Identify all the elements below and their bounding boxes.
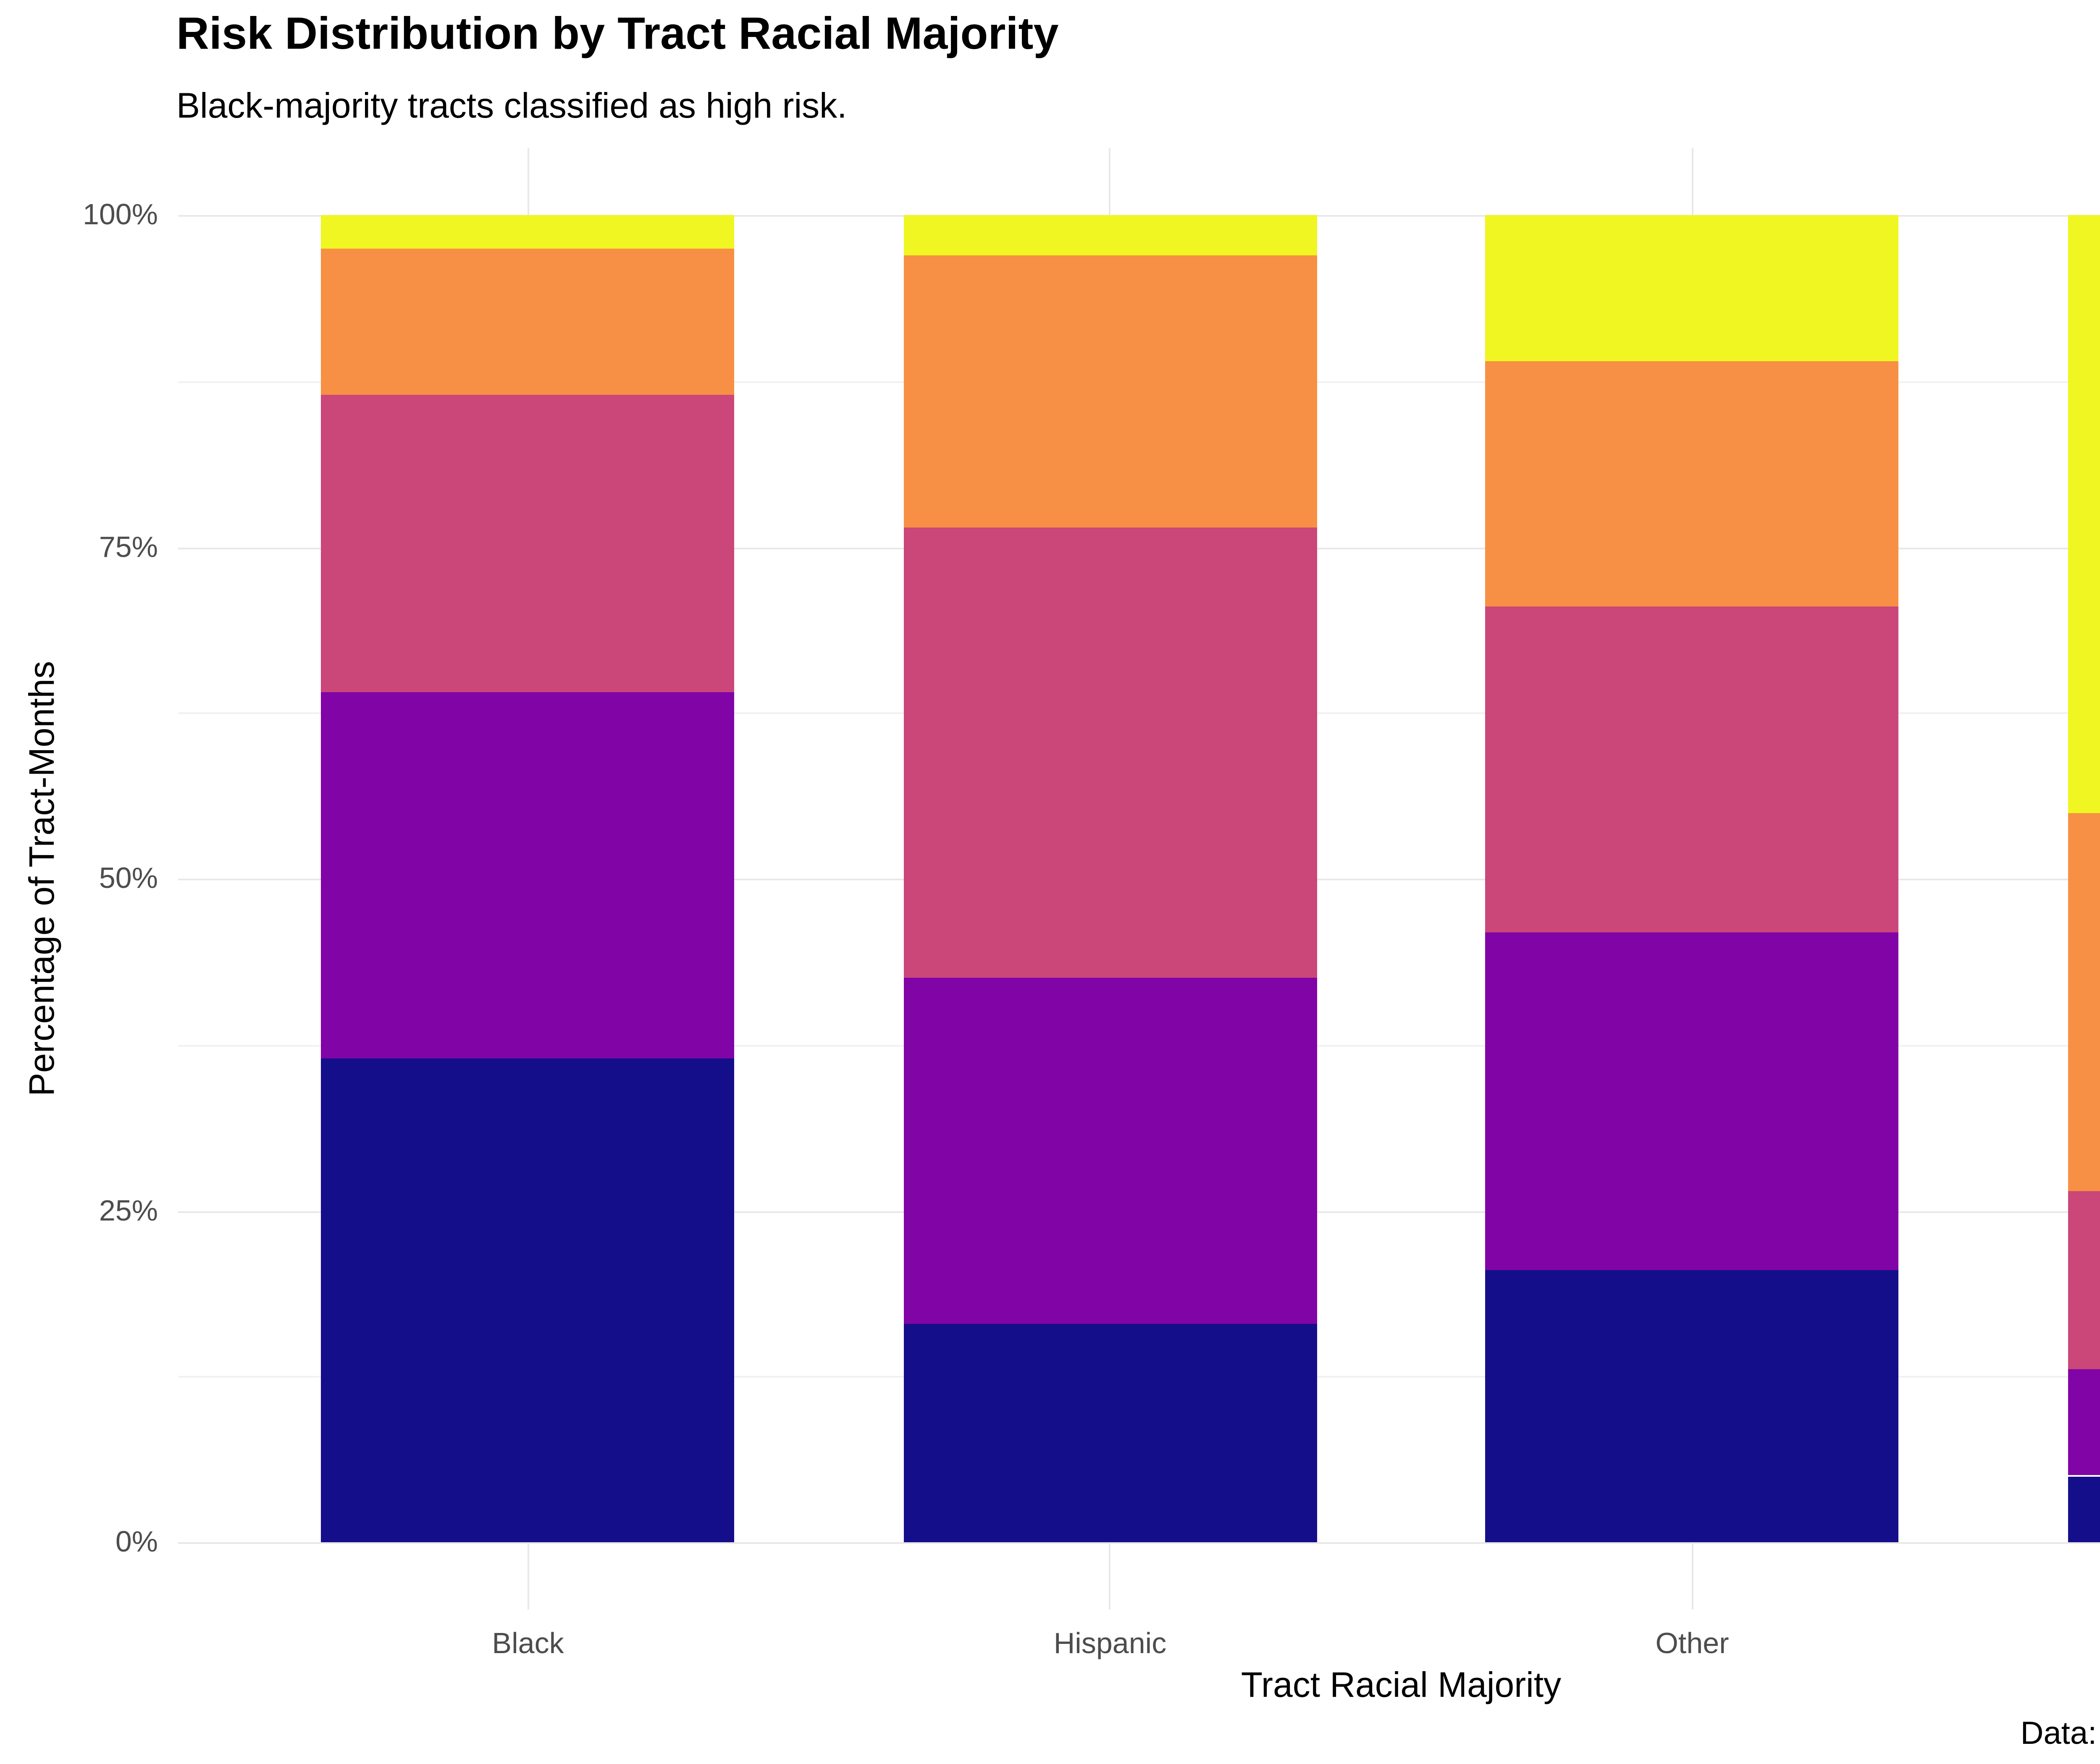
bar-segment-black-highest-risk [321, 1058, 735, 1542]
chart-subtitle: Black-majority tracts classified as high… [176, 87, 847, 126]
y-tick-label-50: 50% [99, 861, 158, 895]
x-axis-title: Tract Racial Majority [1241, 1667, 1562, 1705]
bar-segment-other-lowest-risk [1486, 215, 1899, 361]
y-tick-label-100: 100% [82, 197, 158, 231]
bar-segment-black-lowest-risk [321, 215, 735, 248]
bar-segment-black-high-risk [321, 693, 735, 1058]
bar-segment-white-moderate-risk [2068, 1190, 2100, 1370]
bar-segment-hispanic-lowest-risk [903, 215, 1317, 255]
bar-segment-white-low-risk [2068, 812, 2100, 1191]
y-tick-label-75: 75% [99, 529, 158, 563]
bar-segment-other-high-risk [1486, 932, 1899, 1270]
bar-segment-other-moderate-risk [1486, 606, 1899, 932]
bar-segment-other-low-risk [1486, 361, 1899, 607]
bar-segment-hispanic-moderate-risk [903, 527, 1317, 978]
bar-segment-black-moderate-risk [321, 394, 735, 693]
x-tick-label-black: Black [492, 1626, 564, 1660]
x-tick-label-other: Other [1655, 1626, 1729, 1660]
bar-segment-white-highest-risk [2068, 1476, 2100, 1542]
bar-segment-other-highest-risk [1486, 1270, 1899, 1542]
y-tick-label-25: 25% [99, 1193, 158, 1226]
chart-title: Risk Distribution by Tract Racial Majori… [176, 8, 1059, 59]
plot-panel [178, 148, 2100, 1609]
y-axis-title: Percentage of Tract-Months [24, 661, 62, 1097]
bar-segment-hispanic-low-risk [903, 255, 1317, 527]
bar-segment-white-high-risk [2068, 1370, 2100, 1476]
bar-segment-black-low-risk [321, 248, 735, 394]
bar-segment-white-lowest-risk [2068, 215, 2100, 812]
gridline-major-0 [178, 1542, 2100, 1545]
x-tick-label-hispanic: Hispanic [1053, 1626, 1167, 1660]
bar-segment-hispanic-highest-risk [903, 1323, 1317, 1542]
chart-caption: Data: Philadelphia Eviction Filings 2024… [2020, 1717, 2100, 1752]
y-tick-label-0: 0% [115, 1525, 158, 1558]
bar-segment-hispanic-high-risk [903, 978, 1317, 1323]
